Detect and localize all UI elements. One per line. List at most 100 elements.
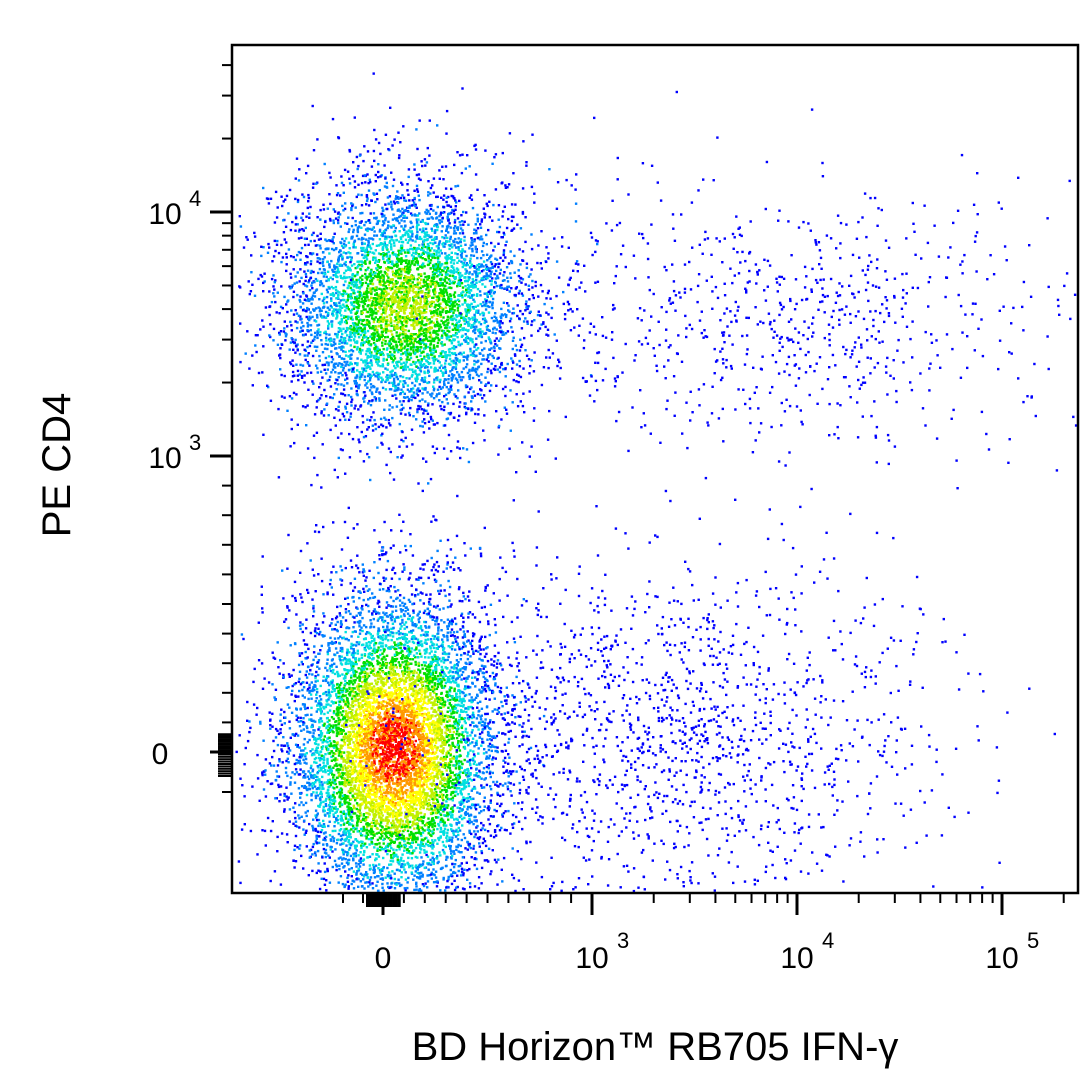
event-dot	[471, 441, 475, 445]
event-dot	[401, 259, 404, 262]
event-dot	[392, 274, 395, 277]
event-dot	[388, 340, 391, 343]
event-dot	[386, 368, 389, 371]
event-dot	[313, 345, 317, 348]
event-dot	[354, 296, 357, 299]
event-dot	[391, 338, 394, 341]
event-dot	[423, 366, 427, 369]
event-dot	[390, 248, 393, 251]
event-dot	[397, 257, 400, 261]
event-dot	[419, 228, 422, 231]
event-dot	[424, 227, 428, 231]
event-dot	[344, 405, 347, 408]
event-dot	[316, 330, 319, 333]
event-dot	[409, 406, 412, 410]
event-dot	[530, 233, 533, 236]
event-dot	[297, 314, 301, 317]
event-dot	[435, 262, 438, 266]
event-dot	[361, 344, 364, 347]
event-dot	[601, 334, 605, 338]
event-dot	[476, 188, 479, 191]
event-dot	[397, 301, 401, 304]
event-dot	[381, 231, 384, 235]
event-dot	[341, 392, 345, 396]
event-dot	[439, 263, 442, 266]
event-dot	[396, 257, 399, 260]
event-dot	[459, 314, 463, 317]
event-dot	[409, 247, 412, 251]
event-dot	[444, 165, 448, 168]
event-dot	[369, 343, 373, 346]
event-dot	[351, 350, 355, 353]
event-dot	[362, 237, 365, 240]
event-dot	[538, 314, 542, 317]
event-dot	[344, 309, 347, 312]
event-dot	[472, 285, 475, 288]
event-dot	[400, 225, 403, 228]
event-dot	[391, 208, 394, 211]
event-dot	[427, 327, 430, 330]
event-dot	[353, 382, 357, 385]
event-dot	[415, 228, 419, 231]
event-dot	[453, 317, 456, 320]
event-dot	[375, 192, 379, 195]
event-dot	[435, 336, 438, 339]
event-dot	[312, 182, 315, 185]
event-dot	[457, 330, 461, 333]
event-dot	[506, 330, 510, 333]
event-dot	[394, 371, 397, 375]
event-dot	[377, 358, 380, 361]
event-dot	[338, 418, 342, 422]
event-dot	[272, 339, 275, 342]
event-dot	[522, 320, 526, 323]
event-dot	[349, 301, 353, 304]
event-dot	[428, 318, 431, 321]
event-dot	[479, 223, 482, 226]
event-dot	[286, 409, 289, 412]
event-dot	[339, 327, 342, 330]
event-dot	[402, 383, 405, 386]
event-dot	[429, 285, 432, 288]
event-dot	[372, 338, 375, 341]
event-dot	[458, 294, 462, 297]
event-dot	[324, 372, 328, 375]
event-dot	[251, 283, 254, 286]
event-dot	[431, 217, 435, 220]
event-dot	[407, 261, 411, 264]
event-dot	[483, 304, 486, 307]
event-dot	[397, 305, 400, 308]
event-dot	[431, 229, 434, 232]
event-dot	[290, 380, 293, 383]
event-dot	[411, 312, 415, 315]
event-dot	[267, 242, 270, 246]
event-dot	[299, 330, 302, 333]
event-dot	[377, 265, 380, 268]
event-dot	[353, 345, 356, 349]
event-dot	[410, 254, 414, 257]
event-dot	[458, 319, 461, 322]
event-dot	[311, 281, 314, 285]
event-dot	[341, 332, 344, 336]
event-dot	[283, 238, 286, 241]
event-dot	[382, 347, 385, 351]
event-dot	[402, 400, 405, 403]
event-dot	[371, 370, 375, 374]
event-dot	[379, 417, 383, 421]
event-dot	[324, 220, 327, 224]
event-dot	[495, 284, 499, 288]
event-dot	[339, 304, 342, 307]
event-dot	[441, 165, 444, 168]
event-dot	[393, 381, 396, 384]
event-dot	[391, 361, 394, 364]
event-dot	[424, 295, 428, 299]
event-dot	[280, 285, 283, 288]
event-dot	[359, 276, 362, 279]
event-dot	[470, 237, 473, 240]
event-dot	[352, 291, 355, 295]
event-dot	[416, 230, 419, 234]
event-dot	[311, 380, 314, 383]
event-dot	[542, 322, 545, 325]
event-dot	[419, 265, 423, 269]
event-dot	[394, 280, 398, 283]
event-dot	[346, 256, 349, 259]
